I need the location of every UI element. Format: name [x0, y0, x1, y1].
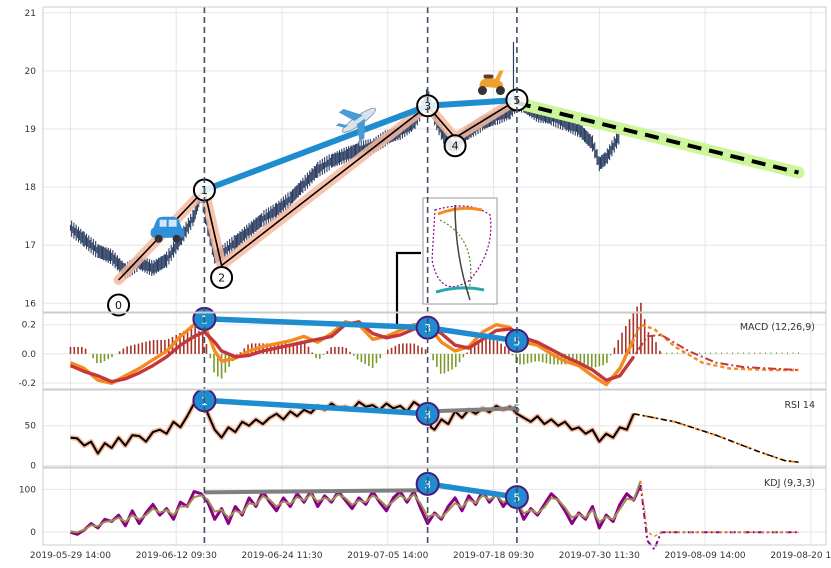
kdj-trend-line: [424, 481, 520, 500]
kdj-j-forecast: [639, 484, 799, 552]
trend-node-label: 3: [424, 478, 431, 491]
macd-label: MACD (12,26,9): [740, 322, 815, 333]
zigzag-node-label: 2: [218, 272, 225, 285]
macd-ytick-label: 0.0: [22, 350, 37, 360]
zigzag-node-circle: [416, 94, 440, 118]
scooter-body: [479, 70, 504, 89]
macd-signal-forecast: [619, 333, 799, 377]
x-tick-label: 2019-05-29 14:00: [30, 551, 111, 561]
scooter-seat: [483, 74, 494, 79]
kdj-ytick-label: 100: [19, 485, 36, 495]
x-tick-label: 2019-08-09 14:00: [665, 551, 746, 561]
zigzag-node-label: 3: [424, 100, 431, 113]
car-window: [159, 219, 167, 227]
rsi-forecast-glow: [633, 412, 799, 464]
rsi-panel-frame: [42, 389, 827, 468]
plane-tail: [335, 123, 348, 128]
x-tick-label: 2019-07-05 14:00: [347, 551, 428, 561]
x-tick-label: 2019-07-30 11:30: [559, 551, 640, 561]
kdj-d-line: [70, 480, 642, 533]
rsi-ytick-label: 0: [30, 461, 36, 471]
inset-connector: [395, 251, 421, 327]
macd-ytick-label: -0.2: [18, 379, 36, 389]
zigzag-node-circle: [443, 134, 467, 158]
x-tick-label: 2019-06-12 09:30: [136, 551, 217, 561]
zigzag-node-3: 3: [416, 94, 440, 118]
car-wheel: [154, 234, 163, 243]
rsi-ytick-label: 50: [25, 422, 37, 432]
trend-node-label: 3: [424, 408, 431, 421]
zigzag-node-4: 4: [443, 134, 467, 158]
rsi-label: RSI 14: [784, 400, 815, 411]
forecast-line: [516, 100, 799, 175]
macd-line: [69, 320, 636, 387]
inset-curve: [439, 219, 472, 296]
x-tick-label: 2019-07-18 09:30: [453, 551, 534, 561]
price-ytick-label: 17: [25, 241, 36, 251]
zigzag-node-label: 0: [115, 299, 122, 312]
price-ytick-label: 19: [25, 125, 37, 135]
rsi-trend-line: [201, 397, 431, 417]
price-panel-frame: [42, 6, 827, 313]
frame-layer: [42, 6, 827, 546]
zigzag-node-0: 0: [107, 293, 131, 317]
kdj-ytick-label: 0: [30, 528, 36, 538]
car-wheel: [172, 234, 181, 243]
zigzag-node-circle: [107, 293, 131, 317]
car-window: [168, 219, 177, 227]
inset-curve: [435, 286, 485, 294]
kdj-panel-frame: [42, 467, 827, 546]
inset-curve: [454, 204, 471, 301]
x-tick-label: 2019-08-20 10:00: [770, 551, 831, 561]
airplane-icon: [335, 107, 377, 142]
macd-panel-frame: [42, 312, 827, 390]
zigzag-node-circle: [210, 266, 234, 290]
price-ytick-label: 20: [25, 67, 37, 77]
zigzag-node-2: 2: [210, 266, 234, 290]
kdj-label: KDJ (9,3,3): [764, 478, 815, 489]
scooter-icon: [477, 70, 505, 96]
price-ytick-label: 18: [25, 183, 37, 193]
plane-wing: [338, 108, 363, 121]
price-ytick-label: 16: [25, 299, 37, 309]
inset-frame: [422, 197, 498, 305]
car-icon: [150, 216, 185, 243]
plane-wing: [356, 118, 366, 142]
axis-layer: 1617181920210.20.0-0.250010002019-05-29 …: [18, 9, 831, 561]
rsi-grey-line: [427, 406, 517, 414]
zigzag-node-label: 4: [452, 140, 459, 153]
chart-thumbnail-icon: [422, 197, 498, 305]
zigzag-line: [118, 99, 518, 281]
price-ytick-label: 21: [25, 9, 36, 19]
scooter-wheel: [477, 86, 487, 96]
x-tick-label: 2019-06-24 11:30: [241, 551, 322, 561]
scooter-wheel: [495, 86, 505, 96]
rsi-forecast: [633, 413, 799, 463]
inset-curve: [437, 206, 483, 216]
kdj-grey-line: [204, 488, 428, 495]
macd-ytick-label: 0.2: [22, 321, 36, 331]
macd-line-forecast: [618, 323, 799, 372]
